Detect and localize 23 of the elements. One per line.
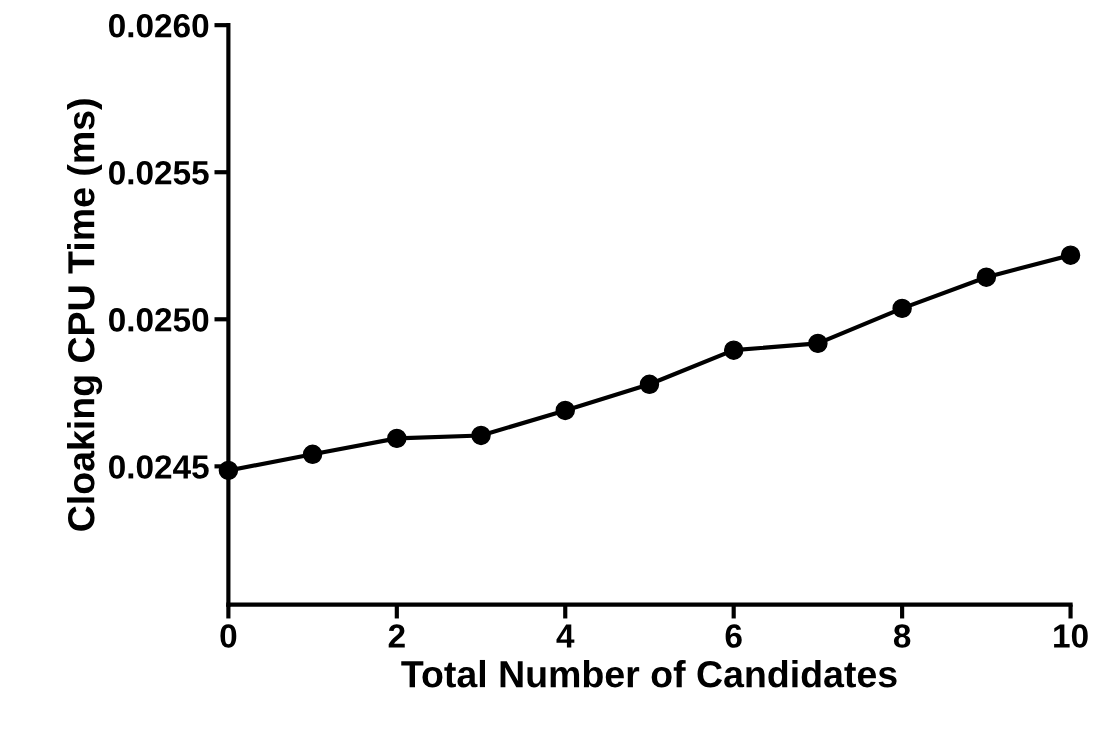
point	[808, 333, 828, 354]
y-tick-label: 0.0250	[109, 308, 209, 332]
x-tick-label: 10	[1054, 624, 1088, 648]
point	[1060, 245, 1081, 265]
x-tick-label: 4	[556, 624, 575, 648]
point	[387, 428, 407, 449]
y-tick-label: 0.0245	[109, 455, 209, 479]
point	[892, 298, 912, 319]
point	[639, 374, 660, 395]
point	[723, 340, 744, 360]
point	[302, 444, 323, 465]
y-axis-title: Cloaking CPU Time (ms)	[67, 99, 103, 531]
point	[976, 267, 997, 287]
x-tick-label: 0	[220, 624, 237, 648]
y-tick-label: 0.0260	[109, 13, 209, 38]
x-axis-title: Total Number of Candidates	[401, 659, 897, 688]
x-tick-label: 6	[725, 624, 742, 648]
point	[218, 460, 239, 481]
point	[471, 425, 491, 446]
y-tick-label: 0.0255	[109, 161, 209, 185]
x-tick-label: 2	[388, 624, 405, 648]
point	[555, 400, 575, 421]
x-tick-label: 8	[893, 624, 911, 648]
